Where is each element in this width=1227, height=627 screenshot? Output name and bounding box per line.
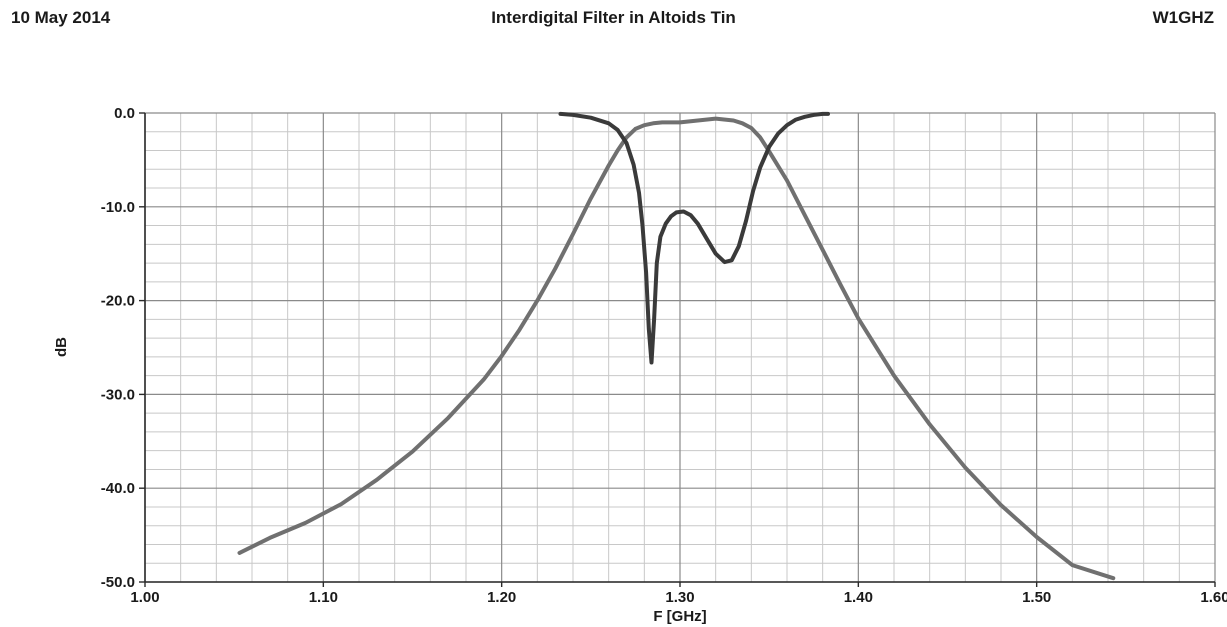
y-axis-label: dB [53, 337, 70, 357]
series-layer [237, 111, 1116, 581]
x-tick-label: 1.40 [844, 589, 873, 606]
series-line-transmission [237, 116, 1116, 581]
y-tick-label: -30.0 [101, 386, 135, 403]
x-tick-label: 1.10 [309, 589, 338, 606]
callsign-label: W1GHZ [1152, 8, 1214, 27]
date-label: 10 May 2014 [11, 8, 111, 27]
x-tick-label: 1.50 [1022, 589, 1051, 606]
y-tick-label: -10.0 [101, 199, 135, 216]
y-tick-labels: 0.0 -10.0 -20.0 -30.0 -40.0 -50.0 [101, 105, 135, 591]
plot-axes [139, 112, 1216, 587]
grid-major [144, 112, 1216, 583]
x-tick-label: 1.20 [487, 589, 516, 606]
x-tick-label: 1.00 [130, 589, 159, 606]
x-tick-labels: 1.00 1.10 1.20 1.30 1.40 1.50 1.60 [130, 589, 1227, 606]
series-line-reflection [558, 111, 830, 365]
y-tick-label: -40.0 [101, 480, 135, 497]
x-tick-label: 1.60 [1200, 589, 1227, 606]
chart-title: Interdigital Filter in Altoids Tin [491, 8, 736, 27]
y-tick-label: -50.0 [101, 574, 135, 591]
y-tick-label: 0.0 [114, 105, 135, 122]
y-tick-label: -20.0 [101, 293, 135, 310]
x-axis-label: F [GHz] [653, 608, 706, 625]
x-tick-label: 1.30 [665, 589, 694, 606]
